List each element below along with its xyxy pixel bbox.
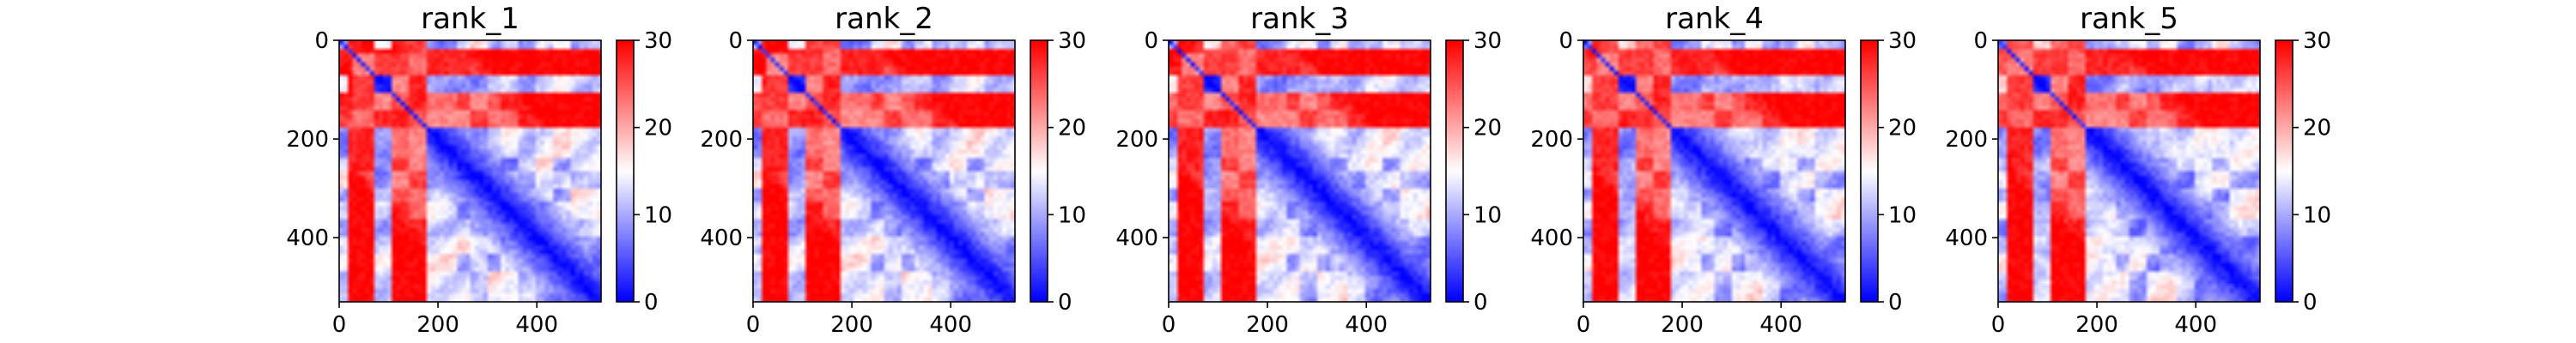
colorbar-tick-label: 20 <box>1473 116 1502 141</box>
heatmap-panel: rank_1 0 200 400 0 200 400 0 10 20 30 <box>286 2 672 338</box>
heatmap-panel: rank_3 0 200 400 0 200 400 0 10 20 30 <box>1115 2 1502 338</box>
colorbar-tick-label: 0 <box>1058 290 1072 316</box>
colorbar-tick-label: 0 <box>1888 290 1903 316</box>
x-tick-label: 400 <box>929 312 972 338</box>
colorbar-tick-label: 10 <box>644 202 672 228</box>
panel-title: rank_4 <box>1665 2 1764 36</box>
colorbar-gradient <box>1861 40 1878 302</box>
colorbar-tick-label: 10 <box>1888 202 1917 228</box>
colorbar-tick-label: 20 <box>1058 116 1086 141</box>
colorbar-tick-label: 30 <box>2303 28 2331 54</box>
colorbar-gradient <box>617 40 634 302</box>
panel-title: rank_2 <box>835 2 933 36</box>
colorbar-tick-label: 0 <box>1473 290 1488 316</box>
colorbar-gradient <box>2275 40 2293 302</box>
panel-title: rank_3 <box>1250 2 1349 36</box>
colorbar-tick-label: 20 <box>644 116 672 141</box>
colorbar-tick-label: 30 <box>1473 28 1502 54</box>
y-tick-label: 400 <box>1530 226 1573 251</box>
panel-title: rank_5 <box>2080 2 2178 36</box>
colorbar-tick-label: 0 <box>2303 290 2318 316</box>
colorbar-tick-label: 10 <box>2303 202 2331 228</box>
x-tick-label: 200 <box>1246 312 1289 338</box>
heatmap-image <box>1583 40 1845 302</box>
y-tick-label: 200 <box>1530 127 1573 153</box>
colorbar-frame <box>1860 39 1879 303</box>
colorbar-tick-label: 30 <box>644 28 672 54</box>
x-tick-label: 0 <box>1991 312 2006 338</box>
plot-frame <box>752 39 1016 303</box>
colorbar-frame <box>616 39 635 303</box>
panel-title: rank_1 <box>421 2 519 36</box>
heatmap-image <box>1998 40 2260 302</box>
y-tick-label: 200 <box>1945 127 1988 153</box>
x-tick-label: 200 <box>1661 312 1704 338</box>
colorbar-tick-label: 30 <box>1058 28 1086 54</box>
colorbar-frame <box>1445 39 1464 303</box>
plot-frame <box>1997 39 2261 303</box>
x-tick-label: 200 <box>416 312 459 338</box>
x-tick-label: 0 <box>1577 312 1591 338</box>
y-tick-label: 200 <box>700 127 743 153</box>
heatmap-image <box>1169 40 1431 302</box>
y-tick-label: 200 <box>1115 127 1158 153</box>
colorbar-gradient <box>1030 40 1048 302</box>
plot-frame <box>1583 39 1846 303</box>
y-tick-label: 0 <box>1558 28 1573 54</box>
colorbar-gradient <box>1446 40 1463 302</box>
x-tick-label: 400 <box>1759 312 1802 338</box>
colorbar-tick-label: 20 <box>2303 116 2331 141</box>
colorbar-frame <box>1030 39 1048 303</box>
y-tick-label: 400 <box>1945 226 1988 251</box>
y-tick-label: 200 <box>286 127 329 153</box>
plot-frame <box>1168 39 1431 303</box>
colorbar-tick-label: 10 <box>1058 202 1086 228</box>
heatmap-panel: rank_4 0 200 400 0 200 400 0 10 20 30 <box>1530 2 1917 338</box>
x-tick-label: 200 <box>830 312 873 338</box>
x-tick-label: 0 <box>332 312 347 338</box>
heatmap-panel: rank_2 0 200 400 0 200 400 0 10 20 30 <box>700 2 1086 338</box>
y-tick-label: 0 <box>728 28 743 54</box>
colorbar-tick-label: 10 <box>1473 202 1502 228</box>
colorbar-tick-label: 20 <box>1888 116 1917 141</box>
x-tick-label: 400 <box>515 312 558 338</box>
y-tick-label: 400 <box>1115 226 1158 251</box>
heatmap-image <box>753 40 1015 302</box>
y-tick-label: 400 <box>286 226 329 251</box>
plot-frame <box>338 39 602 303</box>
heatmap-image <box>339 40 601 302</box>
y-tick-label: 0 <box>1144 28 1158 54</box>
colorbar-frame <box>2275 39 2293 303</box>
colorbar-tick-label: 0 <box>644 290 659 316</box>
x-tick-label: 0 <box>746 312 761 338</box>
x-tick-label: 400 <box>2174 312 2217 338</box>
y-tick-label: 400 <box>700 226 743 251</box>
x-tick-label: 200 <box>2075 312 2118 338</box>
heatmap-panel: rank_5 0 200 400 0 200 400 0 10 20 30 <box>1945 2 2331 338</box>
x-tick-label: 400 <box>1345 312 1388 338</box>
x-tick-label: 0 <box>1162 312 1176 338</box>
colorbar-tick-label: 30 <box>1888 28 1917 54</box>
y-tick-label: 0 <box>1973 28 1988 54</box>
y-tick-label: 0 <box>314 28 329 54</box>
